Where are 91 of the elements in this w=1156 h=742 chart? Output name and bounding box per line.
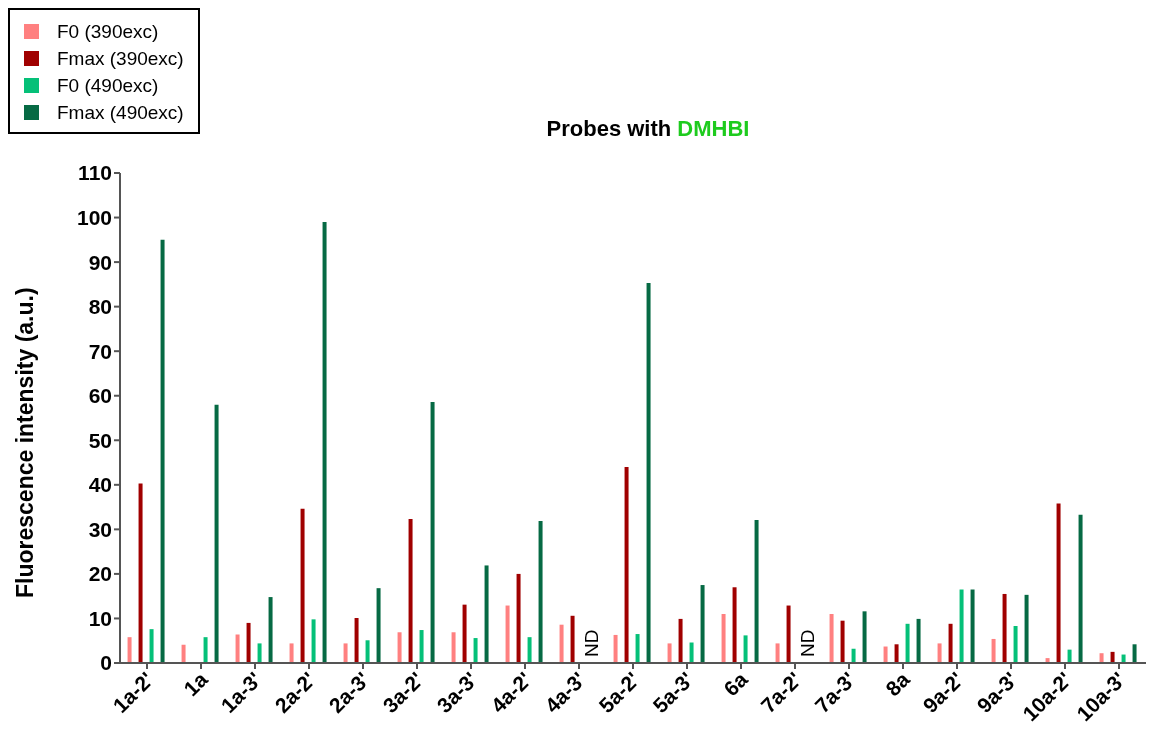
bar: [851, 648, 856, 663]
bar: [538, 520, 543, 663]
bar: [1067, 649, 1072, 663]
y-tick-label: 90: [88, 250, 112, 274]
bar: [667, 643, 672, 663]
bar: [905, 623, 910, 663]
bar: [257, 643, 262, 663]
bar: [689, 642, 694, 663]
bar: [840, 620, 845, 663]
y-tick-label: 110: [78, 161, 112, 185]
y-tick-label: 80: [88, 295, 112, 319]
bar: [1013, 626, 1018, 663]
y-tick-label: 50: [88, 428, 112, 452]
y-tick-label: 0: [100, 651, 112, 675]
bar: [354, 618, 359, 663]
bar: [289, 643, 294, 663]
x-tick-label: 1a: [179, 667, 213, 701]
bar: [743, 635, 748, 663]
bar: [138, 483, 143, 663]
chart-title: Probes with DMHBI: [545, 116, 751, 142]
bar: [311, 619, 316, 663]
bar: [181, 644, 186, 663]
bar: [1132, 644, 1137, 663]
y-tick-label: 40: [88, 473, 112, 497]
bar: [408, 519, 413, 663]
y-tick-label: 70: [88, 339, 112, 363]
bar: [462, 604, 467, 663]
bar: [732, 587, 737, 663]
bar: [883, 646, 888, 663]
bar: [678, 618, 683, 663]
legend-label: F0 (390exc): [57, 20, 159, 43]
bar: [970, 589, 975, 663]
bar: [214, 404, 219, 663]
bar: [527, 637, 532, 663]
y-tick-label: 20: [88, 562, 112, 586]
bar: [786, 605, 791, 663]
bar: [829, 614, 834, 663]
bar: [127, 637, 132, 663]
bar: [624, 467, 629, 663]
bar: [1002, 593, 1007, 663]
bar: [268, 597, 273, 663]
bar: [937, 643, 942, 663]
bar: [700, 585, 705, 663]
bar: [365, 640, 370, 663]
bar: [635, 634, 640, 663]
bar: [343, 643, 348, 663]
bar: [397, 632, 402, 663]
bar: [419, 630, 424, 663]
bar: [451, 632, 456, 663]
bar: [559, 624, 564, 663]
annotation: ND: [797, 629, 819, 657]
bar: [1056, 503, 1061, 663]
bar: [505, 605, 510, 663]
bar: [516, 573, 521, 663]
bar: [754, 520, 759, 663]
legend-label: Fmax (390exc): [57, 47, 184, 70]
bar: [775, 643, 780, 663]
y-axis-title: Fluorescence intensity (a.u.): [12, 287, 39, 598]
bar: [376, 588, 381, 663]
x-tick-label: 6a: [719, 667, 753, 701]
y-tick-label: 30: [88, 517, 112, 541]
bar: [646, 283, 651, 663]
bar: [300, 508, 305, 663]
bar: [894, 644, 899, 663]
x-tick-label: 8a: [881, 667, 915, 701]
bar: [991, 638, 996, 663]
bar: [721, 614, 726, 663]
bar: [1024, 594, 1029, 663]
bar: [1078, 514, 1083, 663]
bar: [322, 222, 327, 663]
legend-label: F0 (490exc): [57, 74, 159, 97]
bar: [246, 622, 251, 663]
bar: [959, 589, 964, 663]
bar: [203, 637, 208, 663]
bar: [613, 634, 618, 663]
bar: [430, 401, 435, 663]
bar: [149, 629, 154, 663]
y-tick-label: 100: [76, 206, 112, 229]
y-tick-label: 10: [88, 606, 112, 630]
y-tick-label: 60: [88, 384, 112, 408]
bar: [948, 623, 953, 663]
bar: [570, 615, 575, 663]
bar: [916, 618, 921, 663]
bar: [484, 565, 489, 663]
annotation: ND: [581, 629, 603, 657]
bar: [473, 638, 478, 663]
bar: [235, 634, 240, 663]
bar: [1099, 653, 1104, 663]
legend-label: Fmax (490exc): [57, 101, 184, 124]
bar: [862, 611, 867, 663]
bar: [160, 239, 165, 663]
